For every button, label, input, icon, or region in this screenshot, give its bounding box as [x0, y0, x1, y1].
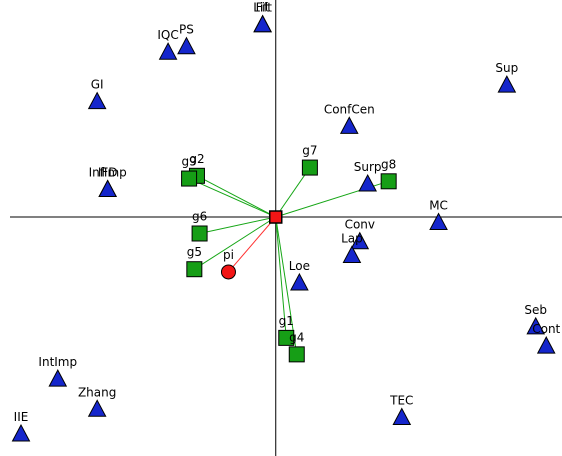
point-label-zhang: Zhang	[78, 385, 116, 399]
point-label-gi: GI	[91, 78, 104, 92]
markers	[11, 14, 556, 442]
point-label-conv: Conv	[345, 218, 375, 232]
point-label-cont: Cont	[532, 322, 560, 336]
point-label-confcen: ConfCen	[324, 102, 375, 116]
marker-ifd	[98, 179, 118, 198]
marker-gi	[87, 91, 107, 110]
marker-fit	[253, 14, 272, 33]
point-label-lift: Lift	[253, 1, 272, 15]
marker-g6	[191, 225, 208, 242]
marker-tec	[392, 407, 412, 426]
marker-ps	[177, 36, 196, 55]
point-label-intimp: IntImp	[38, 355, 77, 369]
link-line-g2	[196, 175, 276, 218]
point-label-sup: Sup	[495, 61, 518, 75]
marker-sup	[497, 75, 517, 93]
point-label-surp: Surp	[354, 160, 382, 174]
marker-g8	[380, 173, 397, 190]
marker-mc	[429, 212, 448, 231]
origin-marker	[268, 210, 283, 224]
point-label-iqc: IQC	[157, 28, 178, 42]
marker-cont	[536, 336, 556, 354]
point-label-infimp: InfImp	[89, 166, 127, 180]
link-line-g5	[194, 216, 277, 270]
marker-confcen	[339, 116, 359, 134]
marker-zhang	[87, 399, 107, 417]
marker-seb	[526, 316, 546, 335]
link-line-g1	[275, 216, 287, 338]
point-label-fit: Fit	[256, 1, 270, 15]
marker-g5	[186, 261, 203, 278]
marker-g7	[301, 159, 318, 176]
marker-pi	[220, 264, 236, 280]
point-label-g1: g1	[279, 314, 294, 328]
marker-intimp	[48, 369, 68, 387]
point-label-g5: g5	[187, 245, 202, 259]
marker-iie	[11, 423, 31, 442]
point-label-g2: g2	[189, 152, 204, 166]
point-label-lap: Lap	[341, 231, 363, 245]
point-label-g4: g4	[289, 330, 304, 344]
marker-loe	[290, 272, 309, 291]
marker-surp	[358, 173, 377, 192]
link-line-g7	[275, 167, 311, 218]
marker-lap	[342, 245, 362, 263]
link-line-pi	[228, 216, 277, 273]
point-label-tec: TEC	[389, 394, 413, 408]
marker-iqc	[158, 42, 178, 60]
point-label-g6: g6	[192, 209, 207, 223]
marker-g9	[181, 170, 198, 187]
link-line-g9	[188, 178, 276, 218]
point-label-iie: IIE	[14, 410, 29, 424]
point-label-g7: g7	[302, 144, 317, 158]
marker-conv	[350, 231, 370, 250]
point-label-ps: PS	[179, 23, 194, 37]
point-label-g8: g8	[381, 157, 396, 171]
point-label-seb: Seb	[524, 303, 547, 317]
point-label-g9: g9	[181, 155, 196, 169]
marker-g4	[288, 346, 305, 363]
marker-g1	[278, 329, 295, 346]
link-line-g6	[199, 216, 276, 234]
point-label-ifd: IFD	[98, 166, 118, 180]
point-label-mc: MC	[429, 199, 448, 213]
point-label-loe: Loe	[289, 259, 310, 273]
point-label-pi: pi	[223, 248, 234, 262]
